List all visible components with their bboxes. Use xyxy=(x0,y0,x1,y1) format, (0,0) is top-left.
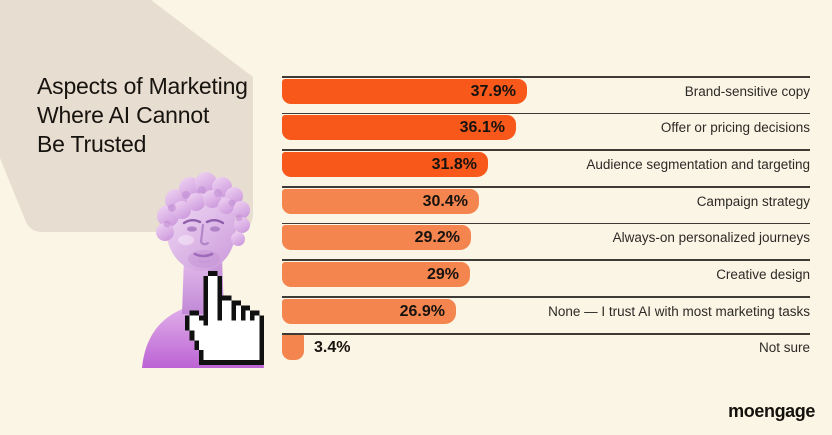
bar: 31.8% xyxy=(282,151,488,177)
row-rule xyxy=(282,296,810,298)
category-label: Not sure xyxy=(758,340,810,356)
category-label: Audience segmentation and targeting xyxy=(586,156,810,172)
bar: 29.2% xyxy=(282,225,471,251)
bar-value-label: 31.8% xyxy=(431,155,477,173)
category-label: Offer or pricing decisions xyxy=(660,120,810,136)
bar: 37.9% xyxy=(282,78,527,104)
category-label: Brand-sensitive copy xyxy=(684,83,810,99)
category-label: Creative design xyxy=(716,267,810,283)
row-rule xyxy=(282,259,810,262)
chart-row: 36.1% Offer or pricing decisions xyxy=(282,112,810,150)
hand-cursor-icon xyxy=(185,271,264,365)
chart-row: 29% Creative design xyxy=(282,259,810,296)
row-rule xyxy=(282,222,810,225)
bar-value-label: 36.1% xyxy=(459,119,505,137)
chart-row: 31.8% Audience segmentation and targetin… xyxy=(282,149,810,186)
chart-row: 26.9% None — I trust AI with most market… xyxy=(282,296,810,333)
row-rule xyxy=(282,149,810,152)
bar-value-label: 3.4% xyxy=(314,339,351,357)
bar-chart: 37.9% Brand-sensitive copy 36.1% Offer o… xyxy=(282,76,810,372)
row-rule xyxy=(282,76,810,78)
category-label: Campaign strategy xyxy=(696,193,810,209)
bar: 29% xyxy=(282,262,470,288)
row-rule xyxy=(282,112,810,115)
bar: 36.1% xyxy=(282,115,516,141)
chart-row: 30.4% Campaign strategy xyxy=(282,186,810,223)
page-title: Aspects of Marketing Where AI Cannot Be … xyxy=(37,73,248,157)
bar: 26.9% xyxy=(282,298,456,324)
bar: 30.4% xyxy=(282,188,479,214)
bar-value-label: 29% xyxy=(426,266,459,284)
bar xyxy=(282,335,304,361)
category-label: Always-on personalized journeys xyxy=(612,230,810,246)
bar-value-label: 30.4% xyxy=(422,192,468,210)
chart-row: 29.2% Always-on personalized journeys xyxy=(282,222,810,260)
bar-value-label: 26.9% xyxy=(399,302,445,320)
bar-value-label: 29.2% xyxy=(414,229,460,247)
chart-row: Not sure 3.4% xyxy=(282,332,810,370)
brand-logo: moengage xyxy=(728,401,815,421)
chart-row: 37.9% Brand-sensitive copy xyxy=(282,76,810,113)
category-label: None — I trust AI with most marketing ta… xyxy=(548,303,810,319)
row-rule xyxy=(282,332,810,335)
bar-value-label: 37.9% xyxy=(470,82,516,100)
row-rule xyxy=(282,186,810,188)
